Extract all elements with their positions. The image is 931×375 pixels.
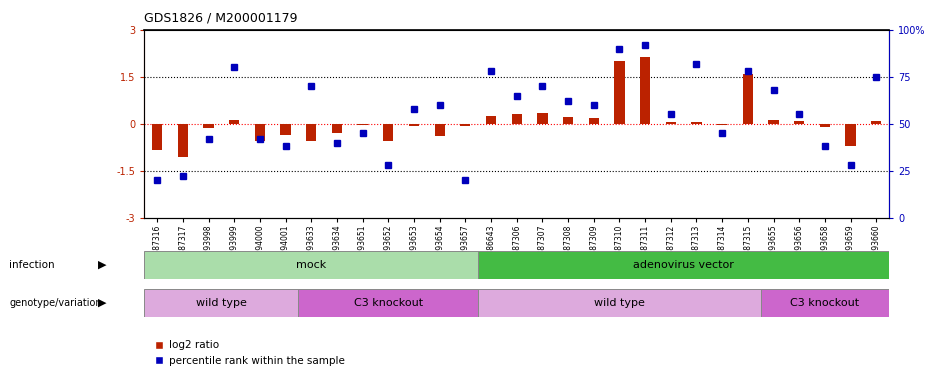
Bar bbox=[563, 117, 573, 124]
Bar bbox=[614, 61, 625, 124]
Text: ▶: ▶ bbox=[98, 260, 106, 270]
Legend: log2 ratio, percentile rank within the sample: log2 ratio, percentile rank within the s… bbox=[150, 336, 349, 370]
Bar bbox=[435, 124, 445, 136]
Text: C3 knockout: C3 knockout bbox=[790, 298, 859, 308]
Bar bbox=[144, 251, 479, 279]
Bar bbox=[203, 124, 213, 128]
Bar bbox=[871, 121, 882, 124]
Text: C3 knockout: C3 knockout bbox=[354, 298, 423, 308]
Bar bbox=[511, 114, 522, 124]
Bar bbox=[460, 124, 470, 126]
Bar bbox=[178, 124, 188, 157]
Bar bbox=[761, 289, 889, 317]
Bar bbox=[666, 122, 676, 124]
Bar bbox=[255, 124, 265, 141]
Text: adenovirus vector: adenovirus vector bbox=[633, 260, 734, 270]
Bar bbox=[409, 124, 419, 126]
Bar bbox=[479, 251, 889, 279]
Text: GDS1826 / M200001179: GDS1826 / M200001179 bbox=[144, 11, 298, 24]
Bar bbox=[331, 124, 342, 132]
Bar bbox=[280, 124, 290, 135]
Bar bbox=[358, 124, 368, 125]
Text: wild type: wild type bbox=[594, 298, 645, 308]
Bar bbox=[144, 289, 299, 317]
Bar bbox=[299, 289, 479, 317]
Text: genotype/variation: genotype/variation bbox=[9, 298, 101, 307]
Bar bbox=[692, 122, 702, 124]
Bar bbox=[479, 289, 761, 317]
Bar bbox=[537, 113, 547, 124]
Bar bbox=[845, 124, 856, 146]
Text: wild type: wild type bbox=[196, 298, 247, 308]
Bar bbox=[486, 116, 496, 124]
Text: mock: mock bbox=[296, 260, 327, 270]
Bar bbox=[306, 124, 317, 141]
Bar bbox=[229, 120, 239, 124]
Text: ▶: ▶ bbox=[98, 298, 106, 307]
Bar bbox=[794, 121, 804, 124]
Bar bbox=[152, 124, 162, 150]
Bar bbox=[820, 124, 830, 127]
Bar bbox=[588, 117, 599, 124]
Bar bbox=[640, 57, 650, 124]
Bar bbox=[743, 74, 753, 124]
Bar bbox=[717, 124, 727, 125]
Bar bbox=[768, 120, 778, 124]
Bar bbox=[384, 124, 394, 141]
Text: infection: infection bbox=[9, 260, 55, 270]
